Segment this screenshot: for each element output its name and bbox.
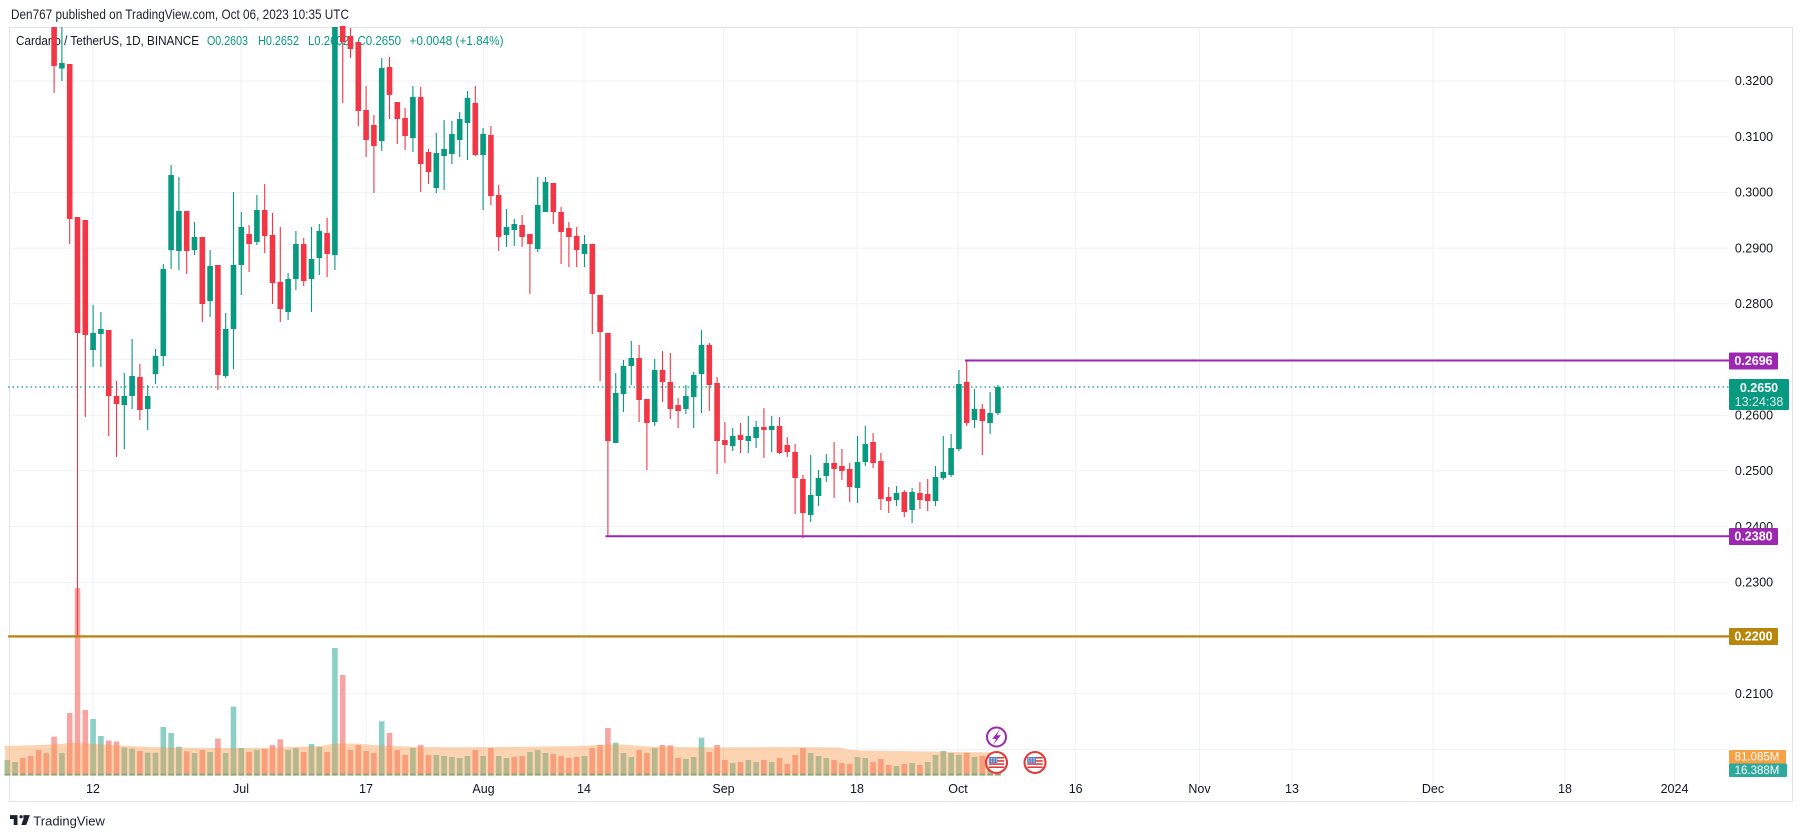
- svg-text:0.2900: 0.2900: [1735, 241, 1773, 255]
- svg-text:0.2380: 0.2380: [1734, 530, 1772, 544]
- svg-text:0.2800: 0.2800: [1735, 297, 1773, 311]
- svg-text:+0.0048 (+1.84%): +0.0048 (+1.84%): [410, 34, 504, 48]
- svg-text:81.085M: 81.085M: [1735, 752, 1780, 764]
- svg-text:0.2696: 0.2696: [1734, 354, 1772, 368]
- svg-text:13:24:38: 13:24:38: [1735, 395, 1784, 409]
- svg-text:O0.2603: O0.2603: [207, 34, 248, 48]
- svg-text:16.388M: 16.388M: [1735, 765, 1780, 777]
- svg-text:17: 17: [359, 782, 373, 796]
- svg-text:2024: 2024: [1661, 782, 1689, 796]
- svg-text:0.2500: 0.2500: [1735, 464, 1773, 478]
- svg-text:C0.2650: C0.2650: [358, 34, 402, 48]
- svg-text:13: 13: [1285, 782, 1299, 796]
- svg-text:0.2300: 0.2300: [1735, 576, 1773, 590]
- svg-text:Sep: Sep: [712, 782, 734, 796]
- svg-text:Oct: Oct: [948, 782, 968, 796]
- svg-text:18: 18: [850, 782, 864, 796]
- svg-text:Den767 published on TradingVie: Den767 published on TradingView.com, Oct…: [11, 6, 349, 22]
- svg-text:TradingView: TradingView: [33, 813, 105, 828]
- svg-text:0.3100: 0.3100: [1735, 130, 1773, 144]
- svg-text:0.2200: 0.2200: [1734, 630, 1772, 644]
- svg-text:Nov: Nov: [1188, 782, 1211, 796]
- svg-text:H0.2652: H0.2652: [258, 34, 299, 48]
- svg-text:Aug: Aug: [472, 782, 494, 796]
- svg-text:12: 12: [86, 782, 100, 796]
- svg-text:14: 14: [577, 782, 591, 796]
- svg-text:0.2600: 0.2600: [1735, 408, 1773, 422]
- svg-text:0.3200: 0.3200: [1735, 74, 1773, 88]
- svg-text:Cardano / TetherUS, 1D, BINANC: Cardano / TetherUS, 1D, BINANCE: [16, 34, 199, 48]
- svg-text:Jul: Jul: [233, 782, 249, 796]
- svg-text:0.2100: 0.2100: [1735, 687, 1773, 701]
- svg-text:0.2650: 0.2650: [1740, 381, 1778, 395]
- svg-text:18: 18: [1558, 782, 1572, 796]
- svg-text:L0.2602: L0.2602: [308, 34, 349, 48]
- svg-text:0.3000: 0.3000: [1735, 186, 1773, 200]
- svg-text:16: 16: [1069, 782, 1083, 796]
- svg-text:Dec: Dec: [1422, 782, 1444, 796]
